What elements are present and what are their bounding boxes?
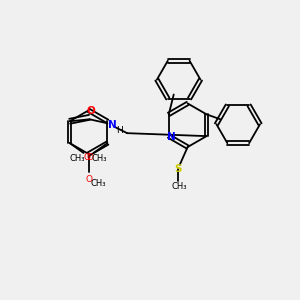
Text: O: O [85, 175, 92, 184]
Text: N: N [167, 132, 176, 142]
Text: H: H [116, 126, 123, 135]
Text: CH₃: CH₃ [91, 179, 106, 188]
Text: O: O [86, 106, 95, 116]
Text: CH₃: CH₃ [70, 154, 85, 164]
Text: N: N [108, 120, 117, 130]
Text: O: O [86, 153, 93, 162]
Text: CH₃: CH₃ [92, 154, 107, 164]
Text: S: S [174, 164, 182, 174]
Text: O: O [84, 153, 91, 162]
Text: CH₃: CH₃ [172, 182, 188, 191]
